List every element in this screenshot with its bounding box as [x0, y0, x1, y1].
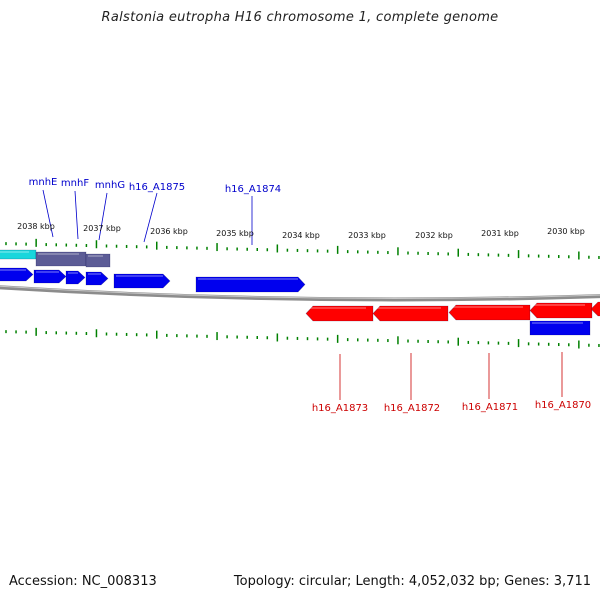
forward-gene-label: h16_A1874: [225, 184, 281, 195]
gene-forward: [0, 267, 34, 282]
gene-forward: [33, 269, 67, 284]
genome-backbone: [0, 285, 600, 302]
backbone-line: [0, 285, 600, 302]
reverse-gene-label: h16_A1871: [462, 402, 518, 413]
gene-features: [0, 249, 600, 336]
gene-cyan-shine: [0, 251, 29, 253]
gene-mnhG-block-shine: [88, 255, 103, 257]
genome-summary-text: Topology: circular; Length: 4,052,032 bp…: [233, 574, 591, 589]
forward-gene-label: h16_A1875: [129, 182, 185, 193]
accession-text: Accession: NC_008313: [9, 574, 157, 589]
forward-gene-label: mnhE: [29, 177, 58, 188]
gene-h16_A1871: [448, 304, 531, 321]
upper-tick-track: [5, 238, 600, 260]
kbp-label: 2031 kbp: [481, 229, 519, 238]
gene-forward: [85, 271, 109, 286]
kbp-label: 2036 kbp: [150, 227, 188, 236]
gene-forward-shine: [68, 272, 78, 274]
gene-h16_A1870-shine: [532, 304, 585, 306]
gene-h16_A1875-shine: [116, 275, 163, 277]
forward-gene-label: mnhG: [95, 180, 125, 191]
gene-h16_A1873: [305, 305, 374, 322]
map-title: Ralstonia eutropha H16 chromosome 1, com…: [101, 10, 499, 25]
forward-leader-line: [74, 190, 79, 240]
reverse-gene-label: h16_A1872: [384, 403, 440, 414]
forward-gene-label: mnhF: [61, 178, 89, 189]
forward-leader-line: [98, 192, 108, 241]
gene-h16_A1872: [372, 305, 449, 322]
gene-forward-shine: [0, 269, 26, 271]
kbp-label: 2034 kbp: [282, 231, 320, 240]
kbp-label: 2033 kbp: [348, 231, 386, 240]
gene-forward-shine: [88, 273, 101, 275]
gene-mnhE-block-shine: [38, 253, 79, 255]
gene-h16_A1873-shine: [308, 307, 366, 309]
gene-forward-lower: [529, 320, 591, 336]
gene-h16_A1870: [529, 302, 593, 319]
reverse-gene-label: h16_A1870: [535, 400, 591, 411]
gene-forward-shine: [36, 271, 59, 273]
gene-h16_A1874: [195, 276, 306, 293]
gene-h16_A1871-shine: [451, 306, 523, 308]
gene-h16_A1874-shine: [198, 278, 298, 280]
lower-tick-track: [5, 327, 600, 349]
kbp-label: 2030 kbp: [547, 227, 585, 236]
kbp-label: 2032 kbp: [415, 231, 453, 240]
kbp-label: 2037 kbp: [83, 224, 121, 233]
gene-forward: [65, 270, 86, 285]
gene-reverse-edge-shine: [593, 303, 595, 305]
label-leader-lines: [42, 189, 563, 400]
forward-leader-line: [143, 192, 158, 243]
gene-labels: mnhE mnhF mnhG h16_A1875 h16_A1874 h16_A1873 h…: [29, 177, 592, 414]
kbp-label: 2038 kbp: [17, 222, 55, 231]
gene-h16_A1872-shine: [375, 307, 441, 309]
kbp-label: 2035 kbp: [216, 229, 254, 238]
forward-leader-line: [42, 189, 54, 238]
gene-mnhG-block: [85, 253, 111, 268]
gene-h16_A1875: [113, 273, 171, 289]
backbone-highlight: [0, 285, 600, 299]
kbp-labels: 2038 kbp 2037 kbp 2036 kbp 2035 kbp 2034 kbp…: [17, 222, 585, 240]
gene-reverse-edge: [590, 301, 600, 317]
reverse-gene-label: h16_A1873: [312, 403, 368, 414]
gene-forward-lower-shine: [532, 322, 583, 324]
